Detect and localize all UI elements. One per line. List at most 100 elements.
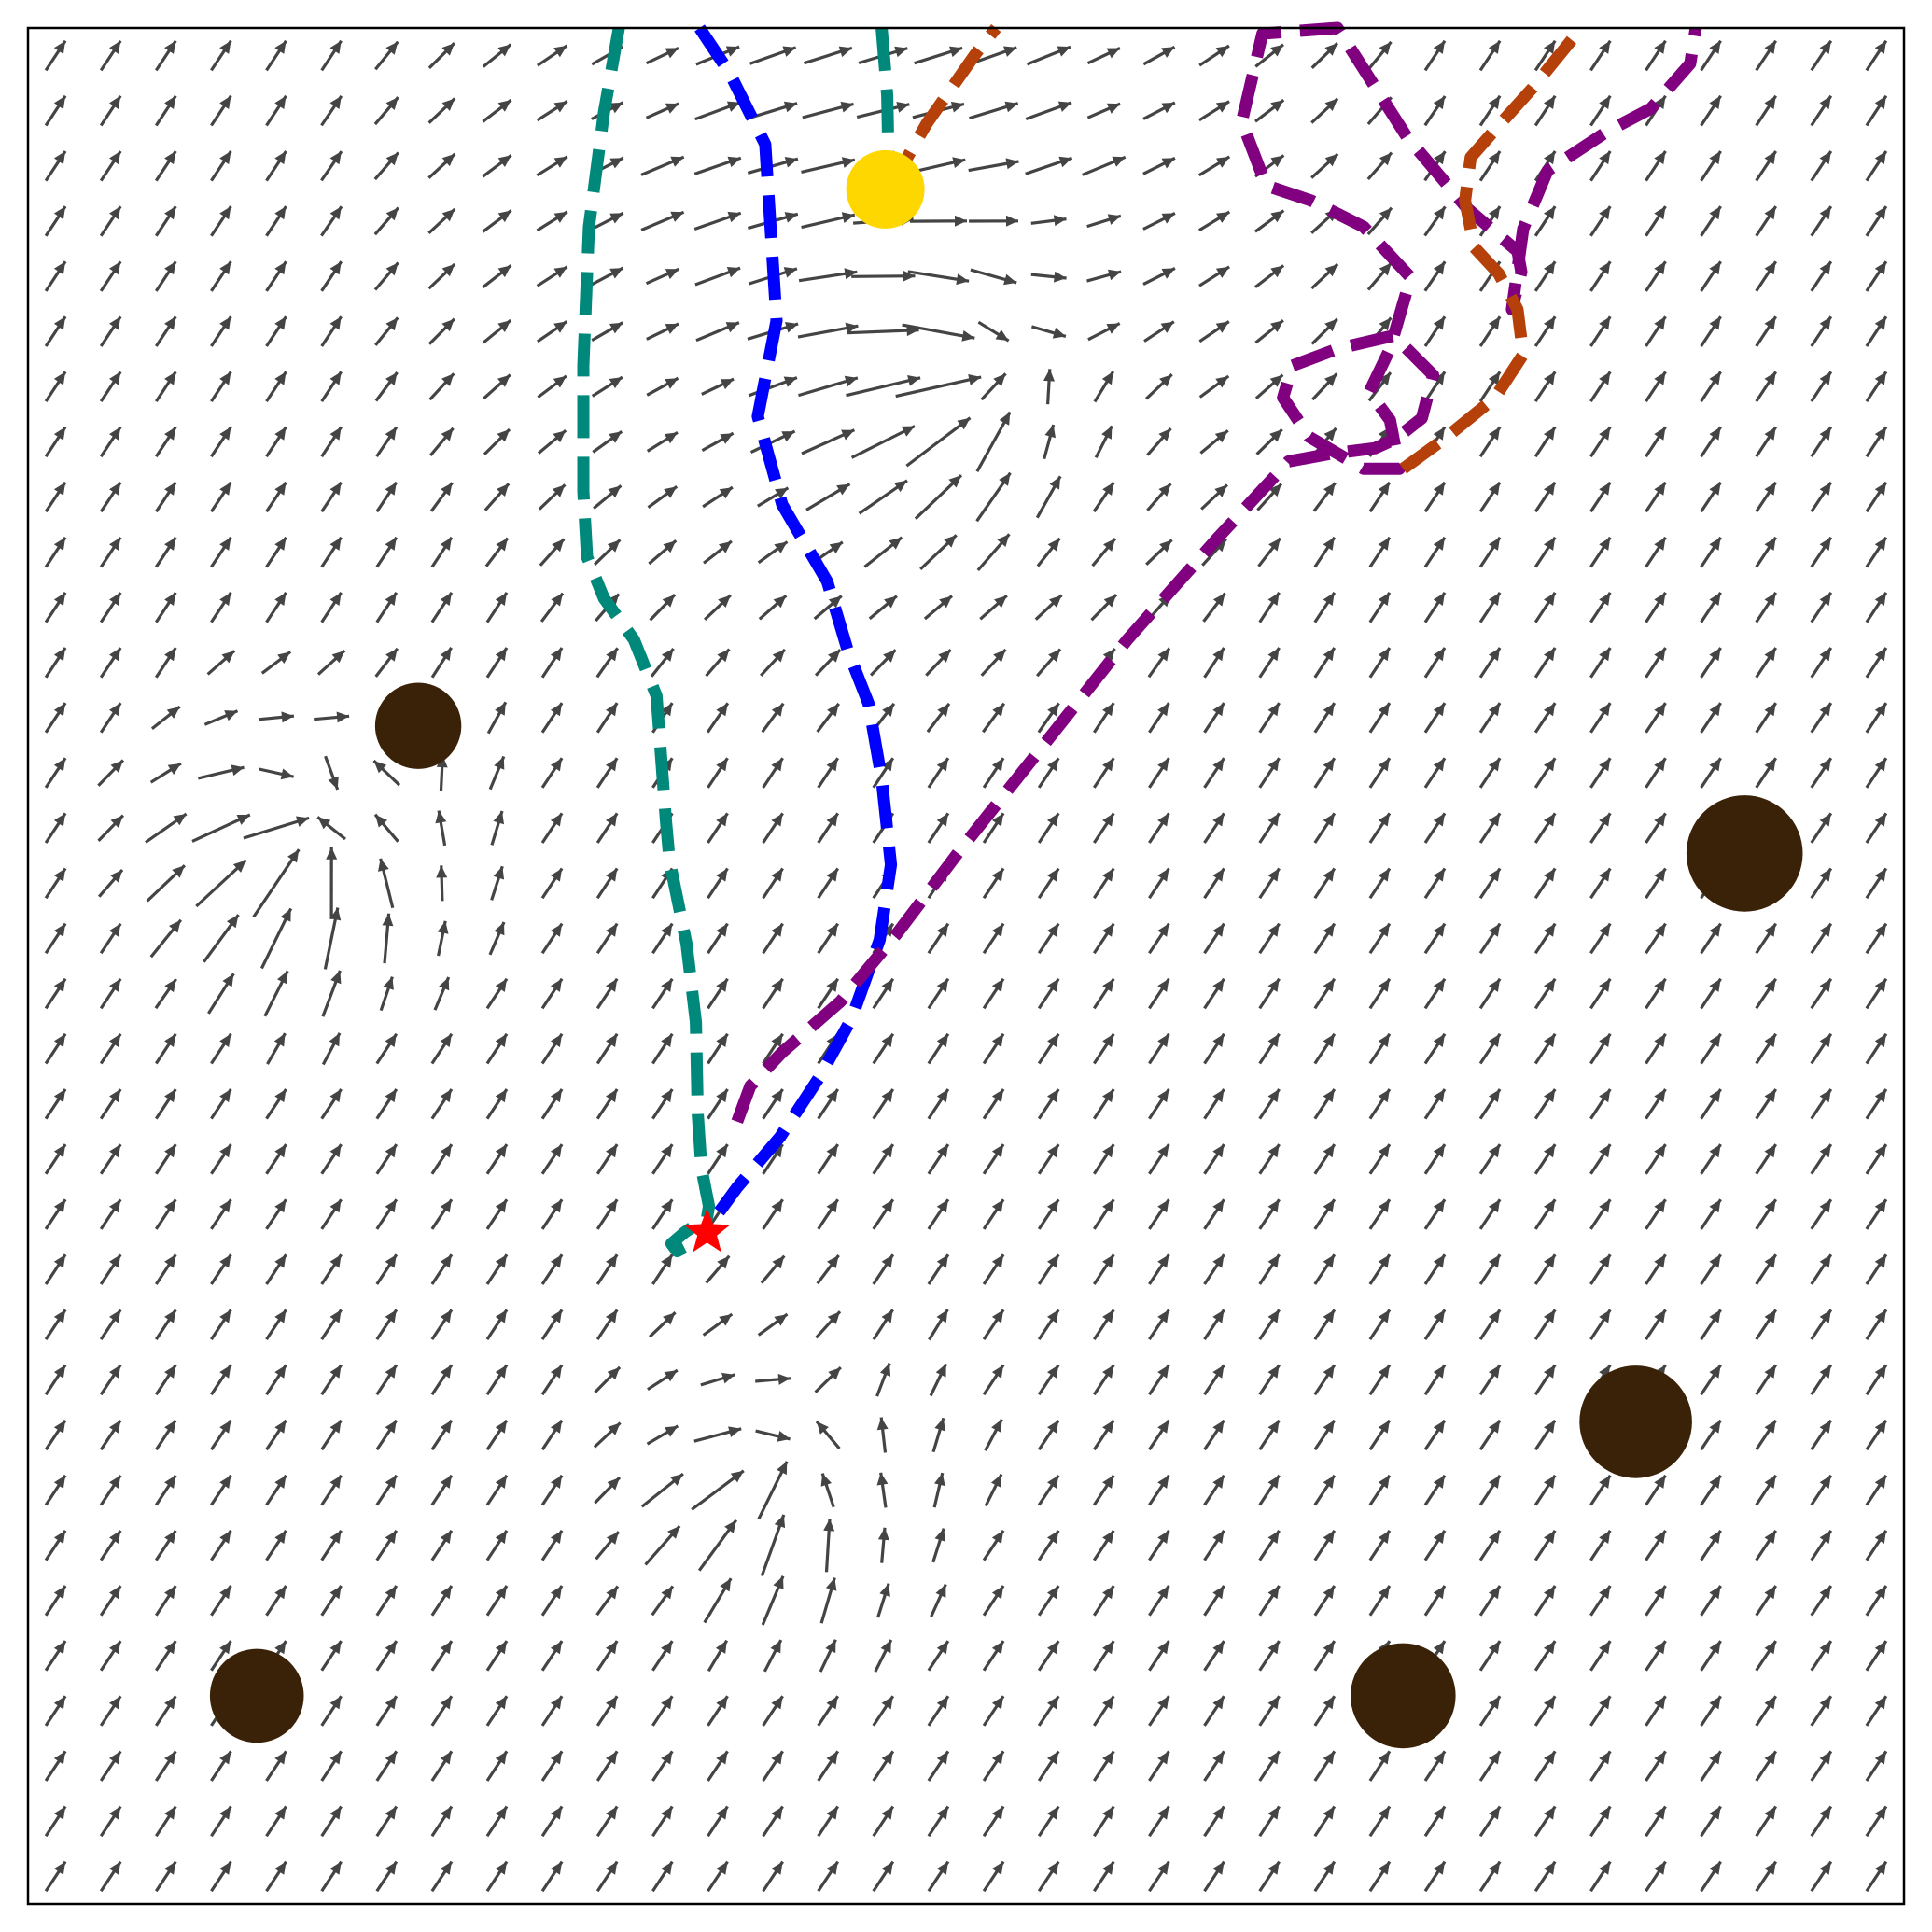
field-arrowhead (164, 1861, 176, 1875)
field-arrowhead (1819, 1309, 1831, 1323)
field-arrowhead (329, 371, 342, 385)
field-arrowhead (1544, 1586, 1556, 1600)
field-arrowhead (661, 1254, 673, 1268)
field-arrowhead (109, 923, 121, 937)
field-arrowhead (329, 1696, 342, 1710)
field-arrowhead (1379, 317, 1392, 331)
field-arrowhead (1323, 703, 1335, 717)
field-arrowhead (1874, 1144, 1886, 1158)
field-arrowhead (274, 1530, 287, 1544)
field-arrowhead (1764, 482, 1776, 496)
field-arrowhead (53, 1641, 66, 1655)
field-arrowhead (385, 1033, 397, 1047)
field-arrowhead (956, 273, 970, 286)
obstacle (1686, 795, 1803, 912)
field-arrowhead (219, 1199, 231, 1213)
field-arrowhead (1159, 539, 1172, 553)
field-arrowhead (219, 537, 231, 551)
field-arrowhead (1874, 261, 1886, 275)
field-arrowhead (1874, 1254, 1886, 1268)
field-arrowhead (1157, 1530, 1169, 1544)
field-arrowhead (1764, 1696, 1776, 1710)
obstacle (1351, 1643, 1456, 1749)
field-arrowhead (219, 261, 231, 275)
field-arrowhead (1101, 426, 1113, 440)
field-arrowhead (1323, 1254, 1335, 1268)
field-arrowhead (1157, 1254, 1169, 1268)
field-arrowhead (1764, 592, 1776, 606)
field-arrowhead (164, 1641, 176, 1655)
field-arrowhead (1709, 537, 1721, 551)
field-arrowhead (164, 1144, 176, 1158)
field-arrowhead (991, 1586, 1004, 1600)
field-arrowhead (1102, 758, 1114, 772)
field-arrowhead (1764, 1861, 1776, 1875)
field-arrowhead (771, 1806, 783, 1820)
field-arrowhead (1764, 1586, 1776, 1600)
field-arrowhead (661, 1696, 673, 1710)
field-arrowhead (329, 95, 342, 109)
field-arrowhead (783, 376, 797, 387)
field-arrowhead (670, 1474, 683, 1486)
trajectory-rust (1399, 23, 1587, 474)
field-arrowhead (219, 1530, 231, 1544)
field-arrowhead (1270, 320, 1283, 332)
field-arrowhead (1709, 261, 1721, 275)
field-arrowhead (716, 1089, 728, 1103)
field-arrowhead (991, 1806, 1004, 1820)
field-arrowhead (1819, 923, 1831, 937)
field-arrowhead (1047, 813, 1059, 827)
field-arrowhead (1047, 1420, 1059, 1434)
field-arrowhead (1654, 1254, 1666, 1268)
field-arrowhead (1267, 1641, 1280, 1655)
field-arrowhead (329, 1309, 342, 1323)
field-arrowhead (441, 209, 455, 222)
field-arrowhead (1544, 1033, 1556, 1047)
field-arrowhead (1488, 1641, 1501, 1655)
field-arrowhead (110, 815, 123, 829)
field-arrowhead (1102, 1696, 1114, 1710)
field-arrowhead (1378, 1309, 1390, 1323)
field-arrowhead (1378, 592, 1390, 606)
field-arrowhead (1544, 206, 1556, 220)
field-arrowhead (1324, 98, 1338, 111)
field-arrowhead (109, 1475, 121, 1489)
field-arrowhead (1709, 1420, 1721, 1434)
field-arrowhead (1599, 537, 1611, 551)
field-arrowhead (609, 377, 623, 389)
field-arrowhead (385, 1089, 397, 1103)
field-arrowhead (552, 539, 565, 553)
field-arrowhead (606, 1144, 618, 1158)
field-arrowhead (1047, 1144, 1059, 1158)
field-arrowhead (53, 1420, 66, 1434)
field-arrowhead (1379, 152, 1392, 166)
field-arrowhead (661, 1089, 673, 1103)
field-arrowhead (219, 1420, 231, 1434)
field-arrowhead (1158, 483, 1171, 497)
field-arrowhead (1709, 482, 1721, 496)
field-arrowhead (441, 43, 455, 56)
field-arrowhead (1764, 206, 1776, 220)
field-arrowhead (991, 1309, 1004, 1323)
field-arrowhead (777, 1373, 791, 1385)
field-arrowhead (1102, 703, 1114, 717)
field-arrowhead (550, 1199, 563, 1213)
field-arrowhead (1819, 427, 1831, 441)
field-arrowhead (1212, 648, 1225, 662)
field-arrowhead (1157, 1641, 1169, 1655)
field-arrowhead (992, 703, 1004, 717)
field-arrowhead (336, 711, 350, 723)
field-arrowhead (1433, 648, 1445, 662)
field-arrowhead (1433, 1641, 1445, 1655)
field-arrowhead (1433, 482, 1445, 496)
field-arrowhead (1102, 1144, 1114, 1158)
field-arrowhead (219, 95, 231, 109)
field-arrowhead (1709, 923, 1721, 937)
field-arrowhead (1378, 1586, 1390, 1600)
field-arrowhead (329, 1420, 342, 1434)
field-arrowhead (1378, 1420, 1390, 1434)
field-arrowhead (901, 426, 916, 437)
field-arrowhead (495, 1254, 507, 1268)
field-arrowhead (164, 95, 176, 109)
